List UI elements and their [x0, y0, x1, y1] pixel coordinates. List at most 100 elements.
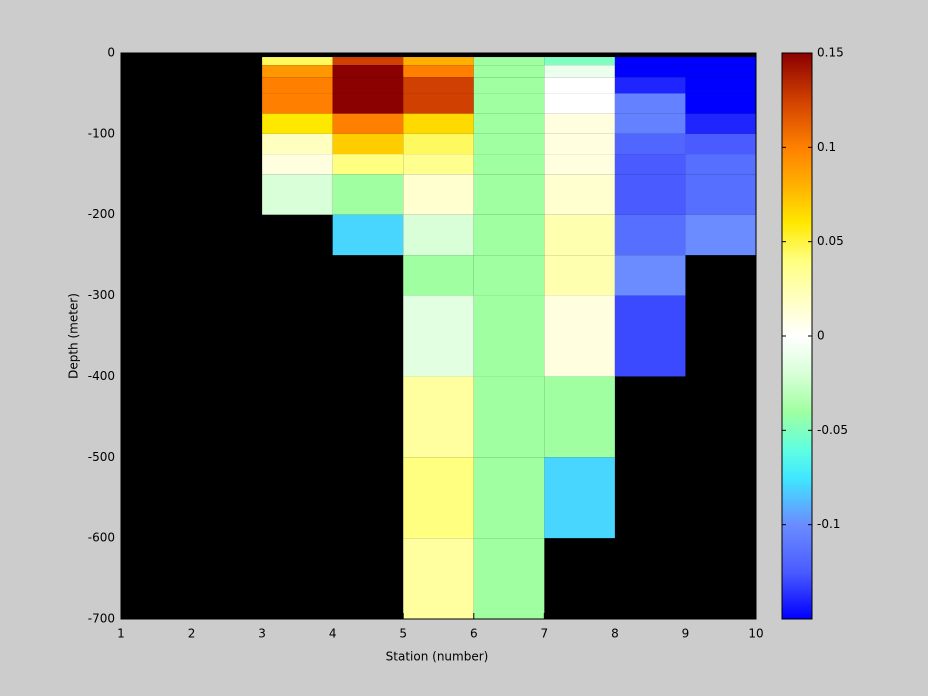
- heat-cell: [332, 65, 404, 78]
- heat-cell: [614, 57, 686, 66]
- heat-cell: [403, 154, 474, 175]
- heat-cell: [614, 77, 686, 94]
- heat-cell: [403, 57, 474, 66]
- heat-cell: [473, 457, 545, 539]
- heat-cell: [473, 174, 545, 215]
- heat-cell: [544, 295, 615, 377]
- heat-cell: [685, 214, 756, 256]
- heat-cell: [544, 174, 615, 215]
- heat-cell: [473, 113, 545, 134]
- heat-cell: [473, 93, 545, 114]
- heat-cell: [332, 93, 404, 114]
- heat-cell: [403, 65, 474, 78]
- x-tick-label: 3: [258, 627, 266, 641]
- colorbar-tick-label: 0.15: [817, 46, 844, 60]
- colorbar-tick-label: 0.05: [817, 234, 844, 248]
- heat-cell: [473, 77, 545, 94]
- heat-cell: [544, 376, 615, 458]
- heat-cell: [614, 65, 686, 78]
- x-tick-label: 4: [329, 627, 337, 641]
- heat-cell: [262, 65, 333, 78]
- heat-cell: [614, 154, 686, 175]
- heat-cell: [403, 376, 474, 458]
- heat-cell: [262, 93, 333, 114]
- heat-cell: [544, 65, 615, 78]
- x-axis-label: Station (number): [386, 650, 489, 664]
- y-tick-label: -200: [88, 207, 115, 221]
- colorbar-tick-label: 0: [817, 329, 825, 343]
- heat-cell: [544, 113, 615, 134]
- heat-cell: [403, 214, 474, 256]
- heat-cell: [685, 174, 756, 215]
- heat-cell: [473, 295, 545, 377]
- heat-cell: [332, 214, 404, 256]
- heat-cell: [403, 174, 474, 215]
- heat-cell: [473, 65, 545, 78]
- heat-cell: [614, 113, 686, 134]
- heat-cell: [614, 133, 686, 155]
- heat-cell: [262, 113, 333, 134]
- heat-cell: [403, 295, 474, 377]
- heat-cell: [544, 77, 615, 94]
- heat-cell: [614, 295, 686, 377]
- x-tick-label: 9: [682, 627, 690, 641]
- y-tick-label: -600: [88, 531, 115, 545]
- y-axis-label: Depth (meter): [67, 293, 81, 379]
- heat-cell: [332, 77, 404, 94]
- heat-cell: [685, 93, 756, 114]
- heat-cell: [685, 57, 756, 66]
- heat-cell: [403, 255, 474, 296]
- heat-cell: [685, 65, 756, 78]
- heat-cell: [473, 154, 545, 175]
- heat-cell: [544, 154, 615, 175]
- colorbar-tick-label: -0.1: [817, 517, 840, 531]
- heat-cell: [332, 57, 404, 66]
- colorbar-tick-label: -0.05: [817, 423, 848, 437]
- heat-cell: [262, 57, 333, 66]
- heat-cell: [262, 174, 333, 215]
- heat-cell: [614, 214, 686, 256]
- heat-cell: [473, 57, 545, 66]
- heat-cell: [614, 174, 686, 215]
- heat-cell: [473, 133, 545, 155]
- heat-cell: [685, 133, 756, 155]
- heat-cell: [262, 77, 333, 94]
- heat-cell: [685, 113, 756, 134]
- y-tick-label: -300: [88, 288, 115, 302]
- axes-box: [120, 52, 757, 620]
- x-tick-label: 5: [399, 627, 407, 641]
- x-tick-label: 2: [188, 627, 196, 641]
- colorbar: [781, 52, 813, 620]
- heat-cell: [544, 57, 615, 66]
- heat-cell: [262, 133, 333, 155]
- heat-cell: [403, 457, 474, 539]
- heat-cell: [614, 93, 686, 114]
- y-tick-label: -500: [88, 450, 115, 464]
- heat-cell: [403, 538, 474, 619]
- heat-cell: [332, 154, 404, 175]
- y-tick-label: -100: [88, 126, 115, 140]
- x-tick-label: 10: [748, 627, 763, 641]
- heat-cell: [403, 113, 474, 134]
- heat-cell: [332, 174, 404, 215]
- heat-cell: [544, 133, 615, 155]
- heat-cell: [403, 133, 474, 155]
- heat-cell: [685, 77, 756, 94]
- x-tick-label: 7: [541, 627, 549, 641]
- heat-cell: [544, 214, 615, 256]
- heat-cell: [473, 538, 545, 619]
- y-tick-label: -400: [88, 369, 115, 383]
- heat-cell: [403, 77, 474, 94]
- heat-cell: [473, 214, 545, 256]
- colorbar-tick-label: 0.1: [817, 140, 836, 154]
- x-tick-label: 1: [117, 627, 125, 641]
- heat-cell: [473, 255, 545, 296]
- y-tick-label: -700: [88, 612, 115, 626]
- x-tick-label: 6: [470, 627, 478, 641]
- y-tick-label: 0: [107, 46, 115, 60]
- heat-cell: [544, 457, 615, 539]
- heat-cell: [544, 93, 615, 114]
- heat-cell: [262, 154, 333, 175]
- x-tick-label: 8: [611, 627, 619, 641]
